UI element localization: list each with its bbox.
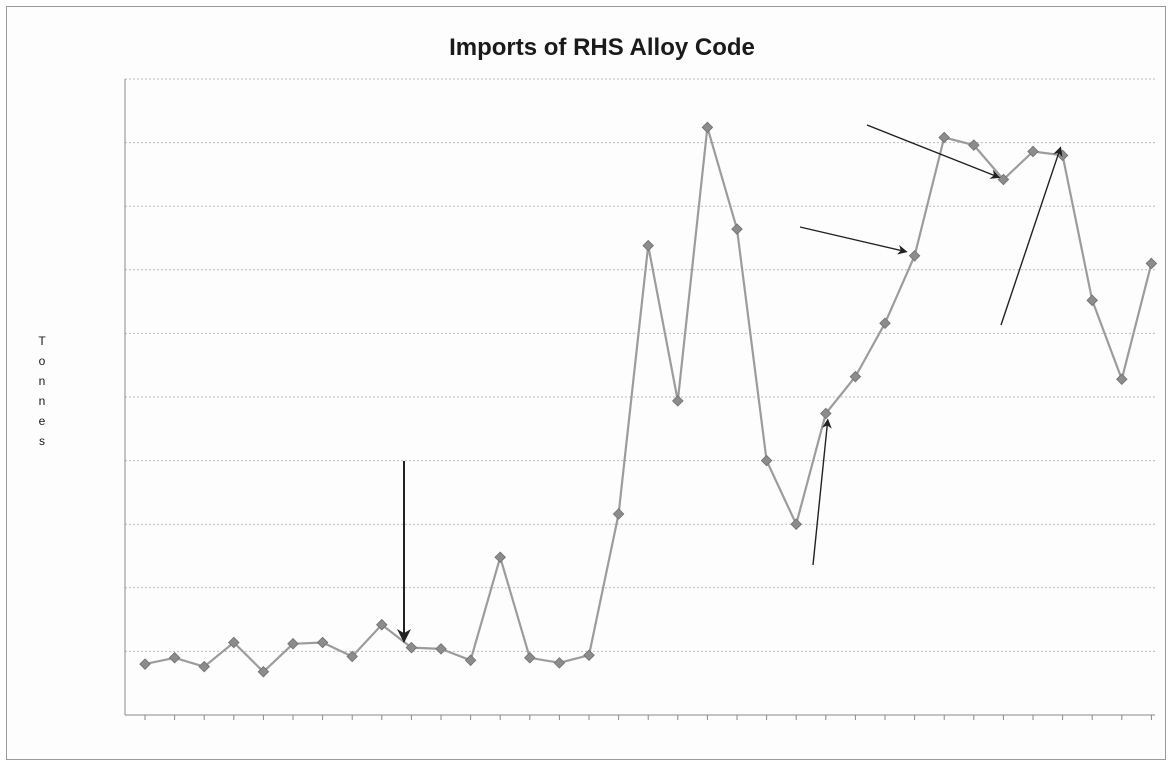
data-point-marker bbox=[879, 317, 891, 329]
data-point-marker bbox=[168, 651, 181, 664]
data-point-marker bbox=[524, 651, 536, 664]
data-point-marker bbox=[672, 395, 684, 407]
series-line-path bbox=[144, 126, 1153, 673]
data-point-marker bbox=[139, 658, 151, 670]
data-point-marker bbox=[1116, 373, 1128, 385]
annotation-arrow-may14-letter bbox=[1000, 146, 1063, 326]
data-point-marker bbox=[464, 654, 477, 667]
data-point-marker bbox=[1027, 145, 1039, 158]
chart-title: Imports of RHS Alloy Code bbox=[449, 34, 755, 61]
data-point-marker bbox=[346, 650, 358, 663]
data-point-marker bbox=[938, 131, 950, 144]
axes bbox=[124, 79, 1155, 720]
data-point-marker bbox=[405, 641, 418, 654]
data-point-marker bbox=[1086, 294, 1098, 307]
annotation-arrow-commission-emailed bbox=[812, 418, 832, 566]
data-point-marker bbox=[257, 665, 270, 678]
data-point-marker bbox=[642, 239, 654, 252]
series-line bbox=[144, 126, 1153, 673]
data-point-marker bbox=[1145, 257, 1158, 270]
data-point-marker bbox=[494, 551, 506, 564]
annotations bbox=[397, 124, 1063, 643]
data-point-marker bbox=[553, 657, 566, 669]
data-point-marker bbox=[435, 643, 447, 655]
data-point-marker bbox=[287, 638, 299, 650]
data-point-marker bbox=[701, 121, 714, 134]
data-point-marker bbox=[376, 618, 388, 631]
data-point-marker bbox=[228, 636, 240, 649]
data-point-marker bbox=[968, 139, 980, 151]
data-point-marker bbox=[612, 508, 625, 520]
data-point-marker bbox=[198, 660, 210, 673]
data-point-marker bbox=[731, 223, 743, 235]
data-point-marker bbox=[790, 518, 802, 530]
series-markers bbox=[139, 121, 1158, 678]
annotation-arrow-dec13-letter bbox=[799, 226, 908, 255]
data-point-marker bbox=[908, 250, 921, 262]
data-point-marker bbox=[316, 636, 329, 649]
data-point-marker bbox=[849, 370, 862, 383]
gridlines bbox=[125, 78, 1155, 652]
data-point-marker bbox=[583, 649, 595, 661]
annotation-arrow-mar14-letter bbox=[866, 124, 1001, 179]
data-point-marker bbox=[760, 454, 773, 467]
